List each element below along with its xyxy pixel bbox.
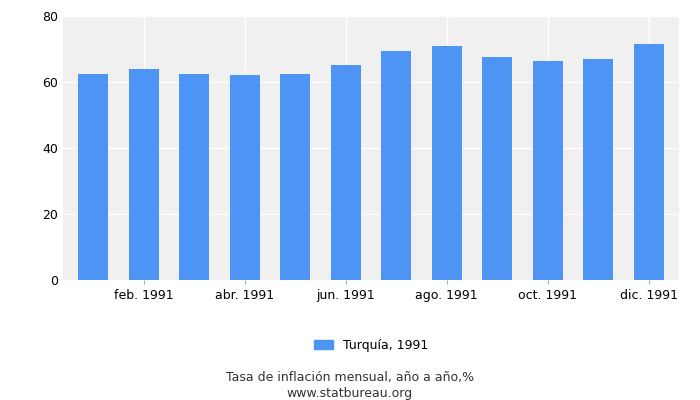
Bar bbox=[583, 59, 613, 280]
Bar bbox=[432, 46, 462, 280]
Bar bbox=[330, 66, 361, 280]
Legend: Turquía, 1991: Turquía, 1991 bbox=[309, 334, 433, 357]
Text: www.statbureau.org: www.statbureau.org bbox=[287, 388, 413, 400]
Bar bbox=[179, 74, 209, 280]
Bar bbox=[129, 69, 159, 280]
Bar bbox=[230, 75, 260, 280]
Bar bbox=[634, 44, 664, 280]
Bar bbox=[280, 74, 310, 280]
Text: Tasa de inflación mensual, año a año,%: Tasa de inflación mensual, año a año,% bbox=[226, 372, 474, 384]
Bar bbox=[78, 74, 108, 280]
Bar bbox=[533, 60, 563, 280]
Bar bbox=[482, 57, 512, 280]
Bar bbox=[381, 51, 412, 280]
